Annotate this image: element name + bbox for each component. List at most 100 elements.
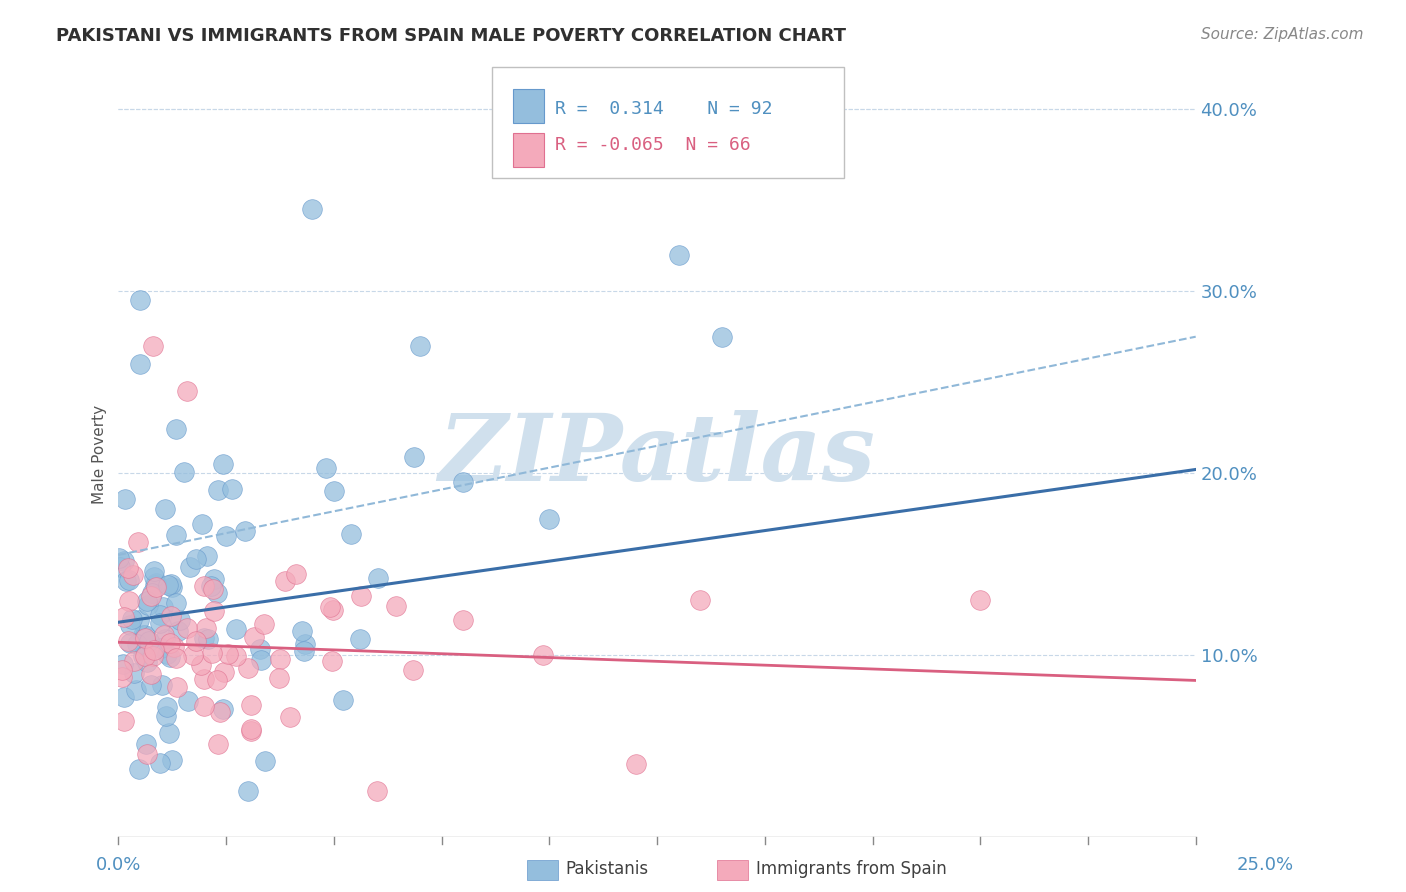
Point <box>139 667 162 681</box>
Point <box>221 483 243 497</box>
Point <box>149 607 172 622</box>
Text: PAKISTANI VS IMMIGRANTS FROM SPAIN MALE POVERTY CORRELATION CHART: PAKISTANI VS IMMIGRANTS FROM SPAIN MALE … <box>56 27 846 45</box>
Point <box>153 502 176 516</box>
Point <box>201 646 224 660</box>
Point <box>253 754 276 768</box>
Point <box>121 612 143 626</box>
Point <box>212 458 235 472</box>
Point <box>118 618 141 632</box>
Point <box>689 593 711 607</box>
Point <box>122 567 145 582</box>
Point <box>127 534 149 549</box>
Point <box>160 753 183 767</box>
Point <box>142 570 165 584</box>
Point <box>156 700 179 714</box>
Point <box>531 648 554 662</box>
Y-axis label: Male Poverty: Male Poverty <box>93 405 107 505</box>
Point <box>233 524 256 538</box>
Point <box>186 552 208 566</box>
Point <box>111 657 134 672</box>
Point <box>122 666 145 681</box>
Point <box>321 654 343 668</box>
Point <box>243 630 266 644</box>
Point <box>128 762 150 776</box>
Point <box>155 709 177 723</box>
Point <box>179 560 201 574</box>
Point <box>122 654 145 668</box>
Point <box>149 756 172 771</box>
Point <box>167 624 190 639</box>
Point <box>624 757 647 772</box>
Point <box>117 634 139 648</box>
Text: 0.0%: 0.0% <box>96 856 141 874</box>
Point <box>402 663 425 677</box>
Point <box>195 549 218 563</box>
Point <box>366 784 388 798</box>
Point <box>112 554 135 568</box>
Point <box>212 665 235 679</box>
Point <box>159 577 181 591</box>
Point <box>165 650 187 665</box>
Point <box>205 586 228 600</box>
Point <box>139 589 162 603</box>
Point <box>197 632 219 647</box>
Point <box>205 673 228 687</box>
Point <box>134 631 156 645</box>
Point <box>149 615 172 630</box>
Point <box>409 339 432 353</box>
Point <box>157 577 180 591</box>
Point <box>136 655 159 669</box>
Point <box>294 637 316 651</box>
Point <box>207 737 229 751</box>
Point <box>136 599 159 613</box>
Point <box>111 670 134 684</box>
Text: Source: ZipAtlas.com: Source: ZipAtlas.com <box>1201 27 1364 42</box>
Point <box>250 653 273 667</box>
Point <box>193 672 215 686</box>
Point <box>173 465 195 479</box>
Point <box>176 384 198 399</box>
Point <box>538 511 561 525</box>
Point <box>138 634 160 648</box>
Point <box>163 640 186 654</box>
Point <box>139 678 162 692</box>
Text: 25.0%: 25.0% <box>1236 856 1294 874</box>
Point <box>969 593 991 607</box>
Point <box>114 491 136 506</box>
Point <box>129 357 152 371</box>
Point <box>294 644 316 658</box>
Point <box>132 649 155 664</box>
Text: R =  0.314    N = 92: R = 0.314 N = 92 <box>555 100 773 118</box>
Point <box>169 613 191 627</box>
Point <box>285 567 308 582</box>
Point <box>150 678 173 692</box>
Point <box>225 622 247 636</box>
Point <box>114 714 136 728</box>
Point <box>350 589 373 603</box>
Point <box>322 603 344 617</box>
Point <box>145 580 167 594</box>
Point <box>153 628 176 642</box>
Point <box>319 599 342 614</box>
Point <box>193 579 215 593</box>
Point <box>322 484 344 499</box>
Point <box>159 636 181 650</box>
Point <box>136 594 159 608</box>
Point <box>107 551 129 566</box>
Text: R = -0.065  N = 66: R = -0.065 N = 66 <box>555 136 751 153</box>
Point <box>315 460 337 475</box>
Point <box>145 576 167 591</box>
Point <box>274 574 297 589</box>
Point <box>159 650 181 665</box>
Point <box>111 663 134 677</box>
Point <box>236 784 259 798</box>
Point <box>404 450 426 465</box>
Point <box>190 516 212 531</box>
Point <box>142 642 165 657</box>
Point <box>291 624 314 639</box>
Point <box>110 560 132 574</box>
Point <box>193 631 215 645</box>
Point <box>278 709 301 723</box>
Point <box>236 661 259 675</box>
Point <box>143 578 166 592</box>
